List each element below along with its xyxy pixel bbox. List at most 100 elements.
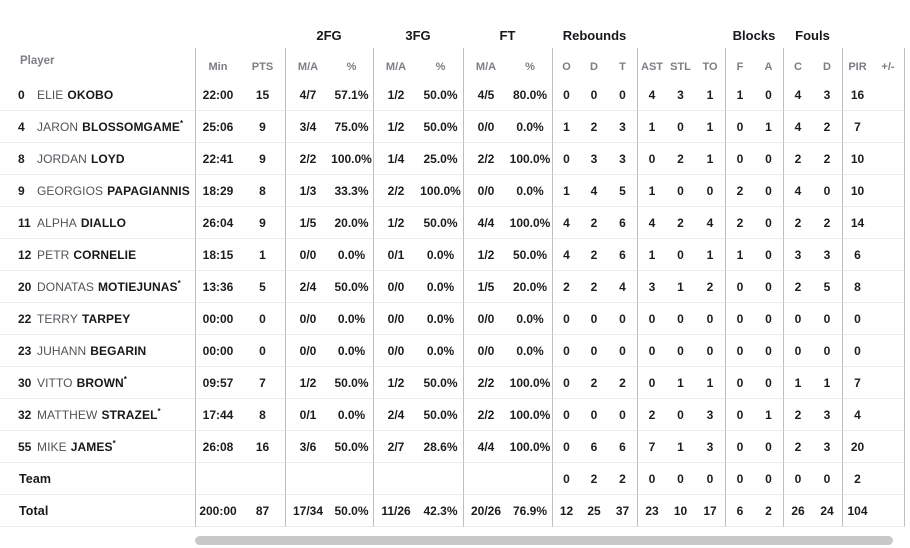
stat-to: 3 <box>695 399 725 431</box>
col-header-block-a: A <box>764 61 773 73</box>
stat-ft-ma: 2/2 <box>463 399 508 431</box>
stat-to: 0 <box>695 463 725 495</box>
stat-to: 0 <box>695 175 725 207</box>
starter-asterisk: * <box>157 407 161 416</box>
stat-3fg-ma: 1/2 <box>373 79 418 111</box>
stat-to: 0 <box>695 303 725 335</box>
stat-ft-pct: 100.0% <box>508 431 552 463</box>
stat-block-f: 0 <box>725 431 754 463</box>
stat-ft-pct <box>508 463 552 495</box>
stat-foul-c: 2 <box>783 399 812 431</box>
player-last-name: LOYD <box>90 151 125 166</box>
stat-block-f: 1 <box>725 239 754 271</box>
stat-min: 17:44 <box>195 399 240 431</box>
stat-3fg-pct: 0.0% <box>418 303 463 335</box>
col-header-player: Player <box>20 55 55 67</box>
table-body: 0 ELIE OKOBO 22:00 15 4/7 57.1% 1/2 50.0% … <box>0 79 905 527</box>
stat-ast: 0 <box>637 143 666 175</box>
player-number: 32 <box>18 407 32 422</box>
stat-pts: 9 <box>240 207 285 239</box>
starter-asterisk: * <box>123 375 128 384</box>
col-header-2fg-pct: % <box>346 61 357 73</box>
stat-reb-d: 0 <box>580 79 608 111</box>
stat-ft-ma: 2/2 <box>463 367 508 399</box>
player-last-name: BLOSSOMGAME* <box>82 119 184 134</box>
player-number: 30 <box>18 375 32 390</box>
stat-ft-ma: 1/5 <box>463 271 508 303</box>
stat-pir: 104 <box>842 495 872 527</box>
player-cell: 22 TERRY TARPEY <box>0 303 195 335</box>
stat-min: 26:08 <box>195 431 240 463</box>
col-header-foul-d: D <box>823 61 831 73</box>
stat-2fg-pct: 50.0% <box>330 431 373 463</box>
stat-stl: 0 <box>666 399 695 431</box>
col-header-ft-pct: % <box>525 61 535 73</box>
stat-min: 18:29 <box>195 175 240 207</box>
col-header-to: TO <box>702 61 718 73</box>
stat-to: 1 <box>695 111 725 143</box>
stat-2fg-ma: 4/7 <box>285 79 330 111</box>
stat-2fg-ma: 0/0 <box>285 239 330 271</box>
player-number: 4 <box>18 119 25 134</box>
starter-asterisk: * <box>177 279 181 288</box>
stat-foul-c: 0 <box>783 303 812 335</box>
player-last-name: TARPEY <box>81 311 131 326</box>
group-header-ft: FT <box>499 28 516 43</box>
stat-ft-pct: 100.0% <box>508 367 552 399</box>
stat-block-a: 0 <box>754 79 783 111</box>
player-cell: 20 DONATAS MOTIEJUNAS* <box>0 271 195 303</box>
horizontal-scrollbar-thumb[interactable] <box>195 536 893 545</box>
player-cell: 32 MATTHEW STRAZEL* <box>0 399 195 431</box>
stat-3fg-pct: 42.3% <box>418 495 463 527</box>
player-first-name: MATTHEW <box>37 407 98 422</box>
stat-pts: 7 <box>240 367 285 399</box>
stat-2fg-pct: 50.0% <box>330 495 373 527</box>
stat-ft-pct: 0.0% <box>508 303 552 335</box>
stat-stl: 0 <box>666 335 695 367</box>
table-row: 32 MATTHEW STRAZEL* 17:44 8 0/1 0.0% 2/4 5… <box>0 399 905 431</box>
stat-to: 3 <box>695 431 725 463</box>
stat-reb-d: 2 <box>580 111 608 143</box>
stat-reb-t: 0 <box>608 79 637 111</box>
stat-reb-d: 0 <box>580 335 608 367</box>
stat-block-f: 0 <box>725 271 754 303</box>
player-first-name: JORDAN <box>37 151 87 166</box>
stat-reb-d: 0 <box>580 399 608 431</box>
stat-reb-o: 0 <box>552 399 580 431</box>
stat-3fg-ma: 2/4 <box>373 399 418 431</box>
player-first-name: JUHANN <box>37 343 87 358</box>
table-row: 9 GEORGIOS PAPAGIANNIS 18:29 8 1/3 33.3% 2… <box>0 175 905 207</box>
stat-ft-pct: 100.0% <box>508 143 552 175</box>
player-number: 8 <box>18 151 25 166</box>
stat-3fg-ma: 0/0 <box>373 335 418 367</box>
stat-reb-t: 4 <box>608 271 637 303</box>
stat-pir: 7 <box>842 367 872 399</box>
stat-block-a: 0 <box>754 335 783 367</box>
stat-reb-o: 0 <box>552 79 580 111</box>
group-header-rebounds: Rebounds <box>562 28 627 43</box>
stat-pts: 15 <box>240 79 285 111</box>
stat-3fg-ma: 0/0 <box>373 303 418 335</box>
stat-pts: 16 <box>240 431 285 463</box>
stat-ft-pct: 50.0% <box>508 239 552 271</box>
stat-foul-d: 24 <box>812 495 842 527</box>
stat-ft-ma: 2/2 <box>463 143 508 175</box>
player-first-name: MIKE <box>37 439 67 454</box>
table-row: 8 JORDAN LOYD 22:41 9 2/2 100.0% 1/4 25.0%… <box>0 143 905 175</box>
stat-3fg-pct: 28.6% <box>418 431 463 463</box>
group-header-fouls: Fouls <box>795 28 830 43</box>
stat-block-a: 0 <box>754 239 783 271</box>
stat-reb-t: 0 <box>608 303 637 335</box>
player-last-name: OKOBO <box>67 87 114 102</box>
stat-reb-d: 2 <box>580 463 608 495</box>
stat-block-f: 0 <box>725 367 754 399</box>
stat-ft-pct: 76.9% <box>508 495 552 527</box>
col-header-plusminus: +/- <box>872 48 905 79</box>
stat-block-f: 0 <box>725 143 754 175</box>
stat-stl: 10 <box>666 495 695 527</box>
stat-block-f: 6 <box>725 495 754 527</box>
stat-min: 00:00 <box>195 303 240 335</box>
stat-2fg-ma: 2/2 <box>285 143 330 175</box>
stat-pts: 9 <box>240 111 285 143</box>
stat-plusminus <box>872 335 905 367</box>
